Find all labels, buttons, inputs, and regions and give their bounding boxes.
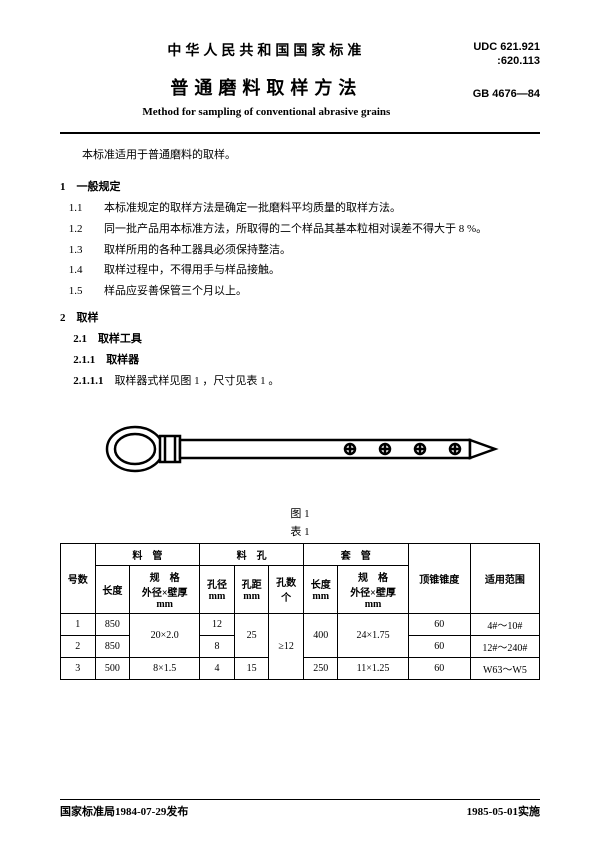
org-name: 中华人民共和国国家标准	[60, 40, 473, 60]
gb-code: GB 4676—84	[473, 87, 540, 101]
footer-effective: 1985-05-01实施	[467, 803, 540, 819]
section-2-heading: 2 取样	[60, 308, 540, 329]
title-chinese: 普通磨料取样方法	[60, 74, 473, 100]
clause-1-2: 1.2同一批产品用本标准方法，所取得的二个样品其基本粒相对误差不得大于 8 %。	[69, 219, 540, 240]
title-english: Method for sampling of conventional abra…	[60, 106, 473, 118]
clause-1-1: 1.1本标准规定的取样方法是确定一批磨料平均质量的取样方法。	[69, 198, 540, 219]
figure-1	[60, 404, 540, 499]
table-row: 1 850 20×2.0 12 25 ≥12 400 24×1.75 60 4#…	[61, 613, 540, 635]
table-caption: 表 1	[60, 523, 540, 539]
clause-2-1: 2.1 取样工具	[73, 329, 540, 350]
clause-1-5: 1.5样品应妥善保管三个月以上。	[69, 281, 540, 302]
clause-2-1-1: 2.1.1 取样器	[73, 350, 540, 371]
section-1-heading: 1 一般规定	[60, 177, 540, 198]
intro-text: 本标准适用于普通磨料的取样。	[60, 145, 540, 166]
figure-caption: 图 1	[60, 505, 540, 521]
clause-2-1-1-1: 2.1.1.1 取样器式样见图 1 ，尺寸见表 1 。	[73, 371, 540, 392]
udc-code: UDC 621.921 :620.113	[473, 40, 540, 69]
clause-1-4: 1.4取样过程中，不得用手与样品接触。	[69, 260, 540, 281]
footer-issued: 国家标准局1984-07-29发布	[60, 803, 188, 819]
clause-1-3: 1.3取样所用的各种工器具必须保持整洁。	[69, 240, 540, 261]
header-divider	[60, 132, 540, 134]
spec-table: 号数 料 管 料 孔 套 管 顶锥锥度 适用范围 长度 规 格 外径×壁厚 mm…	[60, 543, 540, 680]
